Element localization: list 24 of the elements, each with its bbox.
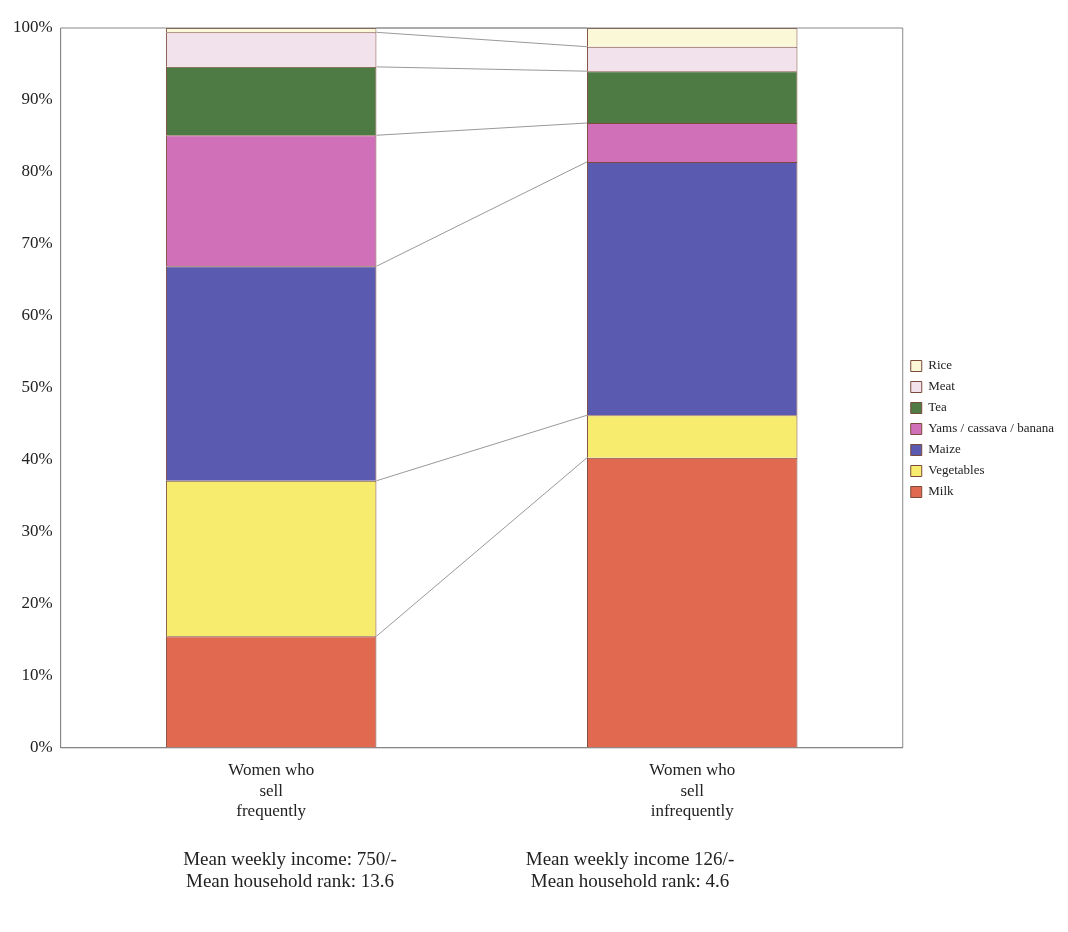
y-tick-label: 90% <box>21 89 53 109</box>
x-tick-label: Women who sell infrequently <box>649 760 736 821</box>
y-tick-label: 20% <box>21 593 53 613</box>
y-tick-label: 40% <box>21 449 53 469</box>
legend-label: Maize <box>928 441 961 457</box>
y-tick-label: 50% <box>21 377 53 397</box>
y-tick-label: 100% <box>12 17 53 37</box>
text: Mean weekly income 126/- <box>524 848 736 870</box>
legend-label: Meat <box>928 378 956 394</box>
text: Mean household rank: 13.6 <box>185 870 395 892</box>
y-tick-label: 60% <box>21 305 53 325</box>
y-tick-label: 80% <box>21 161 53 181</box>
legend-label: Rice <box>928 357 953 373</box>
text: Mean household rank: 4.6 <box>529 870 731 892</box>
legend-label: Vegetables <box>928 462 985 478</box>
y-tick-label: 30% <box>21 521 53 541</box>
y-tick-label: 0% <box>29 737 53 757</box>
x-tick-label: Women who sell frequently <box>228 760 315 821</box>
legend-label: Milk <box>928 483 955 499</box>
y-tick-label: 10% <box>21 665 53 685</box>
legend-label: Tea <box>928 399 948 415</box>
legend-label: Yams / cassava / banana <box>928 420 1055 436</box>
y-tick-label: 70% <box>21 233 53 253</box>
text: Mean weekly income: 750/- <box>182 848 398 870</box>
